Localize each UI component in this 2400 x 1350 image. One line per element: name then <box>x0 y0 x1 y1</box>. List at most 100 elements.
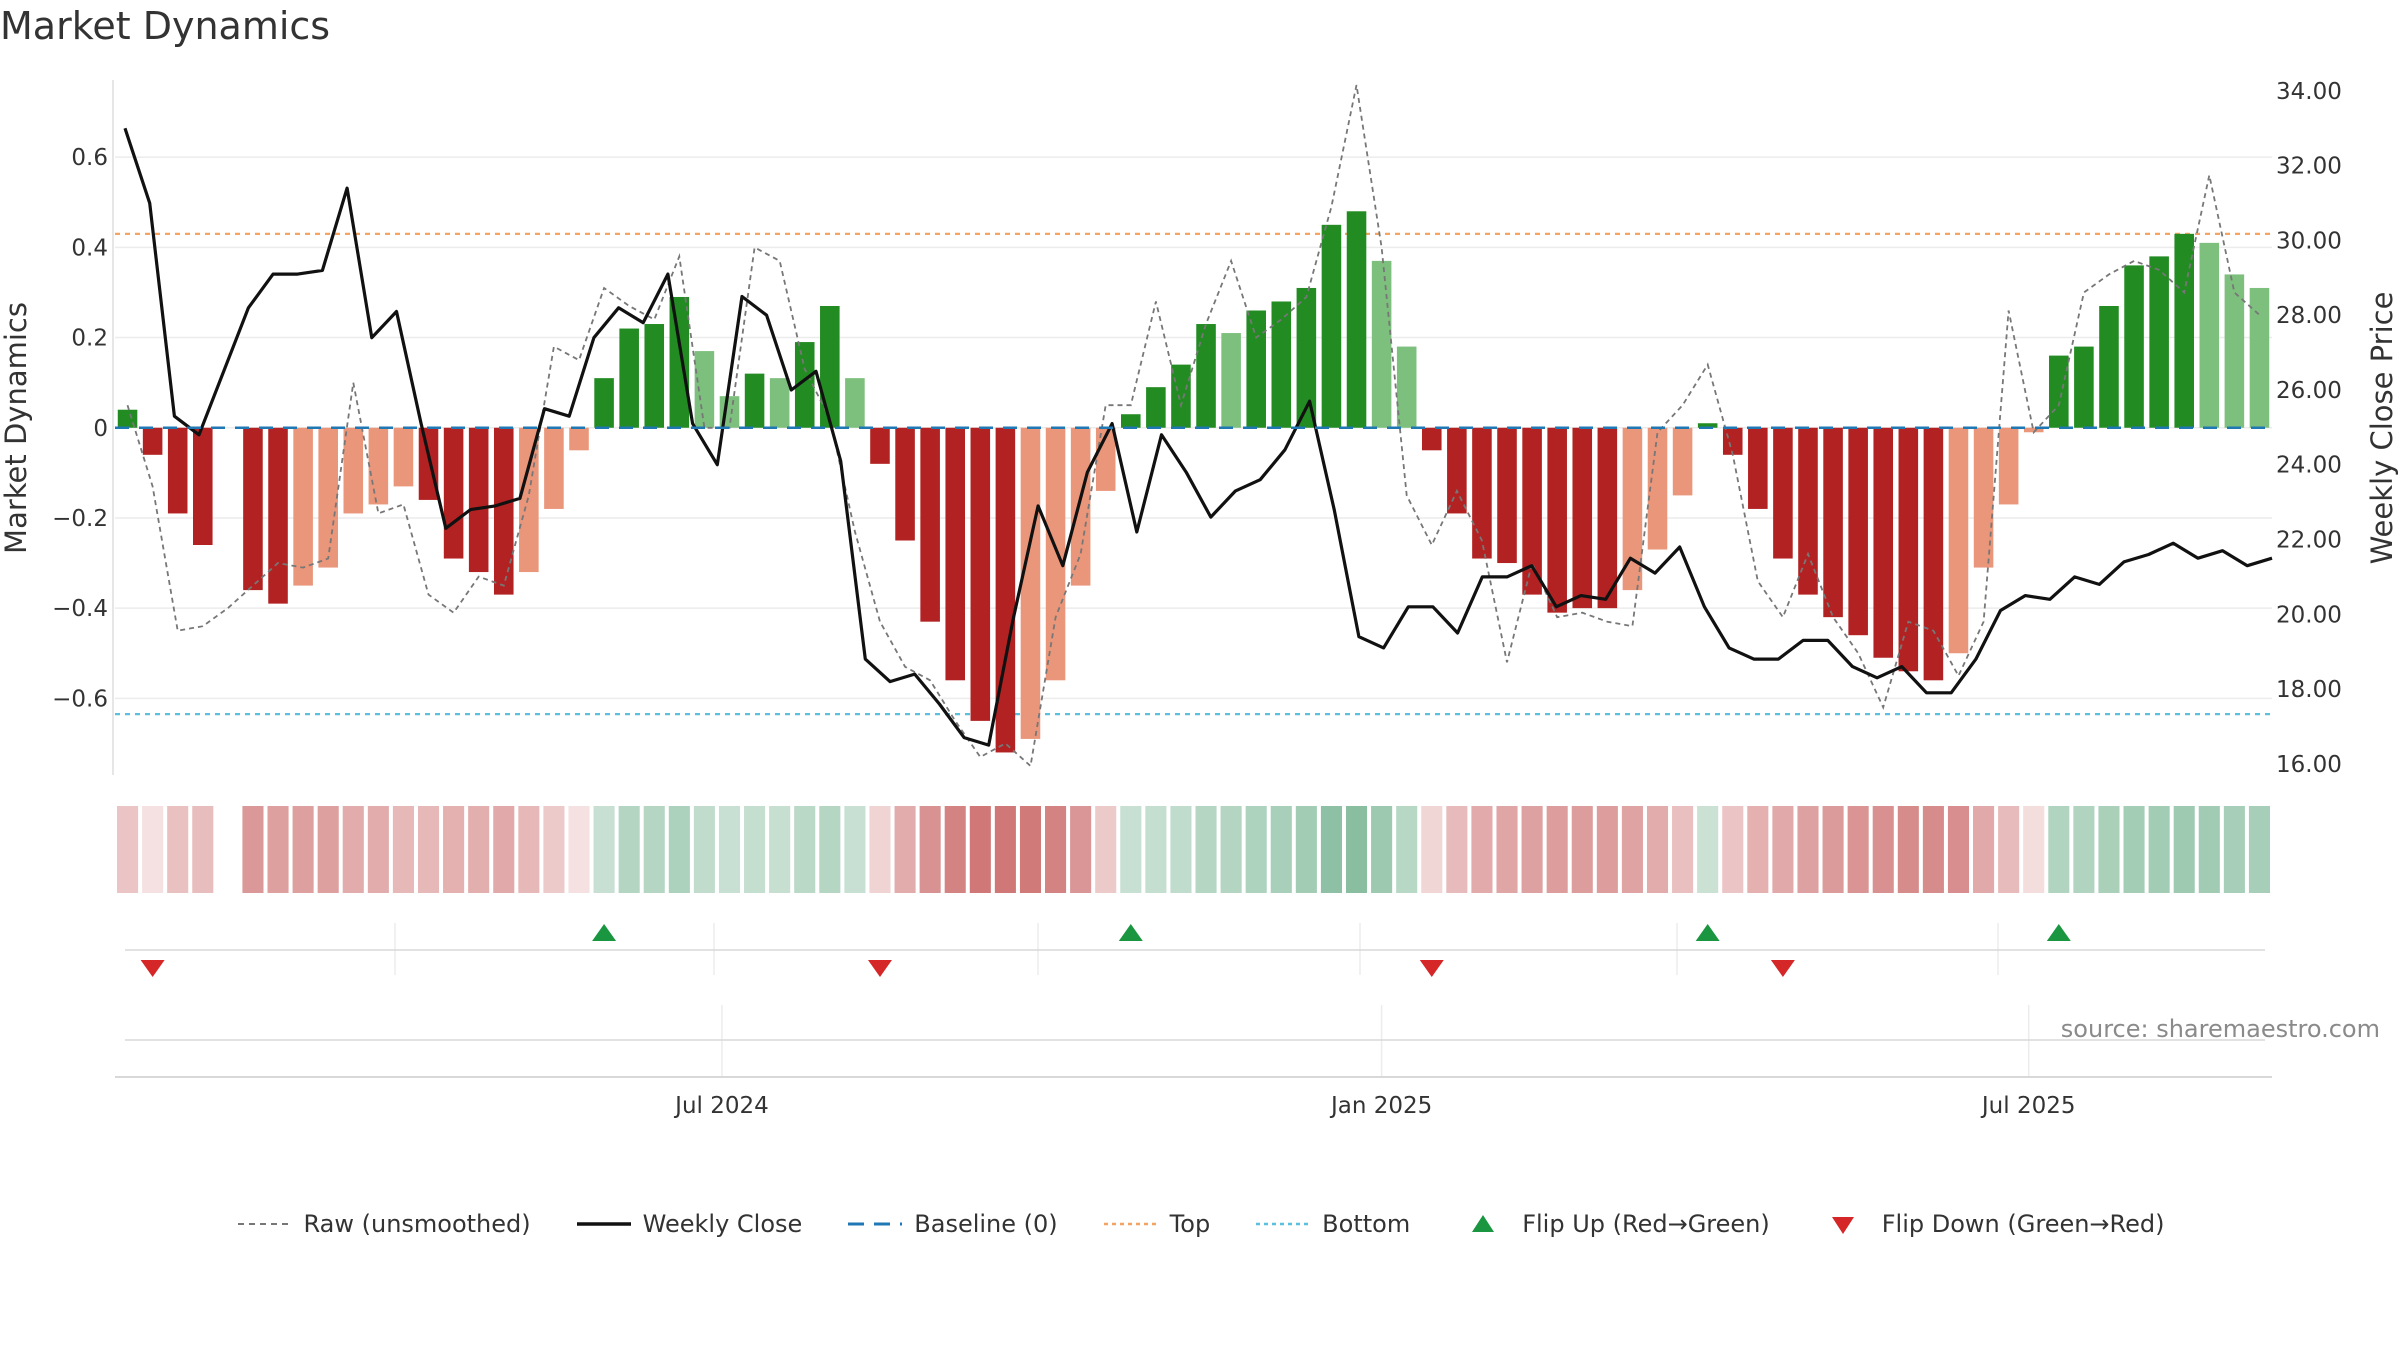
heat-cell <box>1621 806 1643 893</box>
md-bar <box>468 427 489 573</box>
legend-item-close: Weekly Close <box>575 1210 802 1238</box>
md-bar <box>544 427 564 509</box>
close-line-layer <box>123 127 2273 747</box>
heat-cell <box>1571 806 1593 893</box>
heat-cell <box>1396 806 1418 893</box>
y-tick-label: 0.2 <box>71 326 108 352</box>
heat-cell <box>2248 806 2270 893</box>
heat-cell <box>744 806 766 893</box>
heat-cell <box>1145 806 1167 893</box>
md-bar <box>870 427 890 464</box>
md-bar <box>142 427 163 455</box>
heat-cell <box>894 806 916 893</box>
md-bar <box>1547 427 1567 613</box>
raw-line-layer <box>126 84 2261 768</box>
md-bar <box>1848 427 1868 636</box>
y-tick-label: −0.4 <box>52 596 108 622</box>
y2-tick-label: 28.00 <box>2276 303 2342 329</box>
flip-markers <box>140 924 2071 977</box>
md-bar <box>2049 355 2069 428</box>
md-bar <box>1346 211 1367 428</box>
heat-cell <box>468 806 490 893</box>
md-bar <box>1898 427 1919 672</box>
heat-cell <box>1822 806 1844 893</box>
heat-cell <box>1672 806 1694 893</box>
md-bar <box>1196 324 1216 428</box>
md-bar <box>920 427 940 622</box>
heat-cell <box>518 806 540 893</box>
heat-cell <box>2098 806 2120 893</box>
heat-cell <box>1922 806 1944 893</box>
flip-up-marker <box>592 924 617 941</box>
legend-label-bottom: Bottom <box>1322 1210 1411 1238</box>
legend-item-flipup: Flip Up (Red→Green) <box>1454 1210 1770 1238</box>
heat-strip <box>117 806 2270 893</box>
heat-cell <box>1872 806 1894 893</box>
heat-cell <box>1371 806 1393 893</box>
x-tick-label: Jul 2025 <box>1980 1093 2076 1119</box>
md-bar <box>1647 427 1668 550</box>
md-bar <box>945 427 966 681</box>
y-tick-label: 0.6 <box>71 145 108 171</box>
md-bar <box>995 427 1016 753</box>
y2-tick-label: 26.00 <box>2276 378 2342 404</box>
md-bar <box>845 378 865 428</box>
md-bar <box>193 427 213 546</box>
heat-cell <box>1947 806 1970 893</box>
raw-line-swatch-icon <box>236 1212 294 1236</box>
md-bar <box>1798 427 1818 595</box>
md-bar <box>268 427 288 604</box>
md-bar <box>2074 346 2094 428</box>
heat-cell <box>693 806 715 893</box>
source-watermark: source: sharemaestro.com <box>2060 1015 2380 1043</box>
heat-cell <box>593 806 615 893</box>
page-title: Market Dynamics <box>0 4 331 48</box>
heat-cell <box>1019 806 1042 893</box>
flip-down-marker <box>867 960 892 977</box>
md-bar <box>343 427 364 514</box>
flip-up-marker <box>1695 924 1720 941</box>
heat-cell <box>1471 806 1493 893</box>
md-bar <box>1171 364 1191 428</box>
y-tick-label: 0 <box>93 416 108 442</box>
heat-cell <box>1847 806 1869 893</box>
heat-cell <box>2048 806 2070 893</box>
md-bar <box>1622 427 1643 591</box>
md-bar <box>1572 427 1593 609</box>
md-bar <box>2249 287 2270 428</box>
heat-cell <box>1070 806 1092 893</box>
top-line-swatch-icon <box>1102 1212 1160 1236</box>
heat-cell <box>794 806 816 893</box>
heat-cell <box>1646 806 1669 893</box>
md-bar <box>1823 427 1843 618</box>
legend-label-baseline: Baseline (0) <box>914 1210 1058 1238</box>
heat-cell <box>1245 806 1267 893</box>
flip-up-marker <box>1118 924 1143 941</box>
heat-cell <box>2023 806 2045 893</box>
md-bar <box>1597 427 1618 609</box>
heat-cell <box>1220 806 1242 893</box>
md-bar <box>1045 427 1066 681</box>
heat-cell <box>1170 806 1192 893</box>
md-bar <box>1948 427 1969 654</box>
y2-tick-label: 16.00 <box>2276 752 2342 778</box>
legend-label-top: Top <box>1169 1210 1211 1238</box>
md-bar <box>1773 427 1793 559</box>
md-bar <box>744 373 765 428</box>
bar-layer <box>117 211 2270 753</box>
md-bar <box>443 427 464 559</box>
y2-tick-label: 18.00 <box>2276 677 2342 703</box>
heat-cell <box>2073 806 2095 893</box>
heat-cell <box>1421 806 1443 893</box>
heat-cell <box>317 806 339 893</box>
flip-down-marker <box>1419 960 1444 977</box>
y2-tick-label: 22.00 <box>2276 528 2342 554</box>
legend-label-flipup: Flip Up (Red→Green) <box>1522 1210 1770 1238</box>
md-bar <box>1672 427 1693 496</box>
md-bar <box>1973 427 1994 568</box>
md-bar <box>694 351 715 428</box>
heat-cell <box>969 806 991 893</box>
legend-item-baseline: Baseline (0) <box>846 1210 1058 1238</box>
md-bar <box>669 296 690 428</box>
legend-label-raw: Raw (unsmoothed) <box>303 1210 531 1238</box>
